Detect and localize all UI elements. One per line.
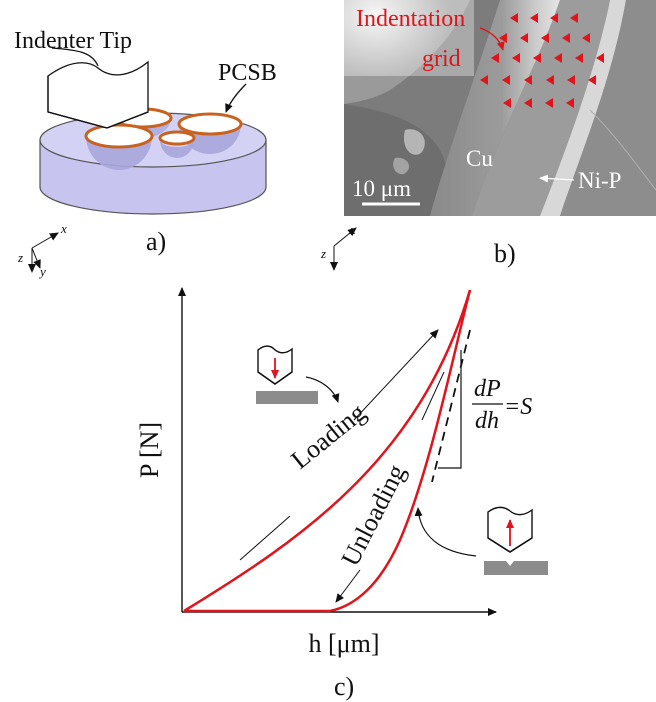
triangle-marker-icon — [491, 53, 499, 63]
cu-label: Cu — [466, 146, 493, 171]
panel-a-caption: a) — [146, 227, 166, 256]
axis-y-label-a: y — [38, 264, 46, 279]
triangle-marker-icon — [524, 75, 532, 85]
axis-x-label-b: x — [349, 222, 356, 237]
triangle-marker-icon — [502, 75, 510, 85]
loading-guide-lower — [239, 515, 291, 561]
slope-formula: dP dh =S — [472, 376, 532, 434]
indenter-pointer-line — [51, 47, 99, 67]
triangle-marker-icon — [541, 33, 549, 43]
triangle-marker-icon — [546, 75, 554, 85]
axis-z-label-a: z — [17, 250, 23, 265]
triangle-marker-icon — [499, 33, 507, 43]
indenter-tip-label: Indenter Tip — [14, 28, 132, 54]
indenter-up-pointer — [414, 507, 477, 557]
x-axis-label: h [μm] — [309, 629, 380, 658]
panel-a: Indenter Tip PCSB a) x z y — [14, 28, 277, 279]
panel-b: Indentation grid Cu Ni-P 10 μm b) x z — [320, 0, 656, 271]
triangle-marker-icon — [596, 53, 604, 63]
sem-image — [344, 0, 656, 216]
slope-rhs: =S — [504, 394, 532, 420]
indenter-down-pointer — [305, 376, 340, 403]
scale-bar-label: 10 μm — [352, 176, 411, 201]
indenter-tip-icon — [47, 60, 149, 129]
axes-triad-a: x z y — [17, 221, 67, 279]
triangle-marker-icon — [480, 75, 488, 85]
triangle-marker-icon — [588, 75, 596, 85]
nip-label: Ni-P — [578, 168, 621, 193]
pcsb-label: PCSB — [218, 60, 277, 86]
triangle-marker-icon — [512, 53, 520, 63]
triangle-marker-icon — [575, 53, 583, 63]
pcsb-arrow — [225, 83, 247, 113]
triangle-marker-icon — [554, 53, 562, 63]
triangle-marker-icon — [530, 13, 538, 23]
axes-triad-b: x z — [320, 222, 357, 271]
slope-numerator: dP — [474, 376, 501, 402]
panel-c-caption: c) — [334, 672, 354, 701]
axis-x-label-a: x — [60, 221, 67, 236]
triangle-marker-icon — [520, 33, 528, 43]
triangle-marker-icon — [562, 33, 570, 43]
tangent-line — [431, 329, 471, 483]
triangle-marker-icon — [524, 98, 532, 108]
axis-z-label-b: z — [320, 246, 326, 261]
slope-triangle — [438, 350, 462, 469]
indentation-label-line2: grid — [422, 46, 461, 72]
unloading-curve — [329, 289, 472, 613]
triangle-marker-icon — [582, 33, 590, 43]
indenter-down-icon — [256, 345, 318, 404]
indenter-up-icon — [484, 506, 548, 575]
unloading-guide-upper — [421, 371, 445, 421]
unloading-arrow-lower — [335, 569, 361, 603]
scale-bar: 10 μm — [352, 176, 420, 206]
triangle-marker-icon — [545, 98, 553, 108]
y-axis-label: P [N] — [135, 422, 164, 478]
loading-arrow-upper — [353, 329, 439, 421]
nip-arrow — [539, 174, 575, 183]
triangle-marker-icon — [567, 75, 575, 85]
triangle-marker-icon — [550, 13, 558, 23]
loading-label: Loading — [286, 398, 372, 475]
panel-c: P [N] h [μm] c) dP dh =S Loading Unloadi… — [135, 287, 548, 701]
panel-b-caption: b) — [494, 239, 516, 268]
indentation-label-line1: Indentation — [356, 6, 465, 32]
indentation-grid — [480, 13, 604, 108]
triangle-marker-icon — [503, 98, 511, 108]
loading-curve — [183, 289, 472, 613]
triangle-marker-icon — [510, 13, 518, 23]
triangle-marker-icon — [533, 53, 541, 63]
slope-denominator: dh — [475, 408, 499, 434]
triangle-marker-icon — [566, 98, 574, 108]
unloading-label: Unloading — [336, 460, 412, 571]
triangle-marker-icon — [570, 13, 578, 23]
indentation-arrow — [479, 27, 505, 51]
